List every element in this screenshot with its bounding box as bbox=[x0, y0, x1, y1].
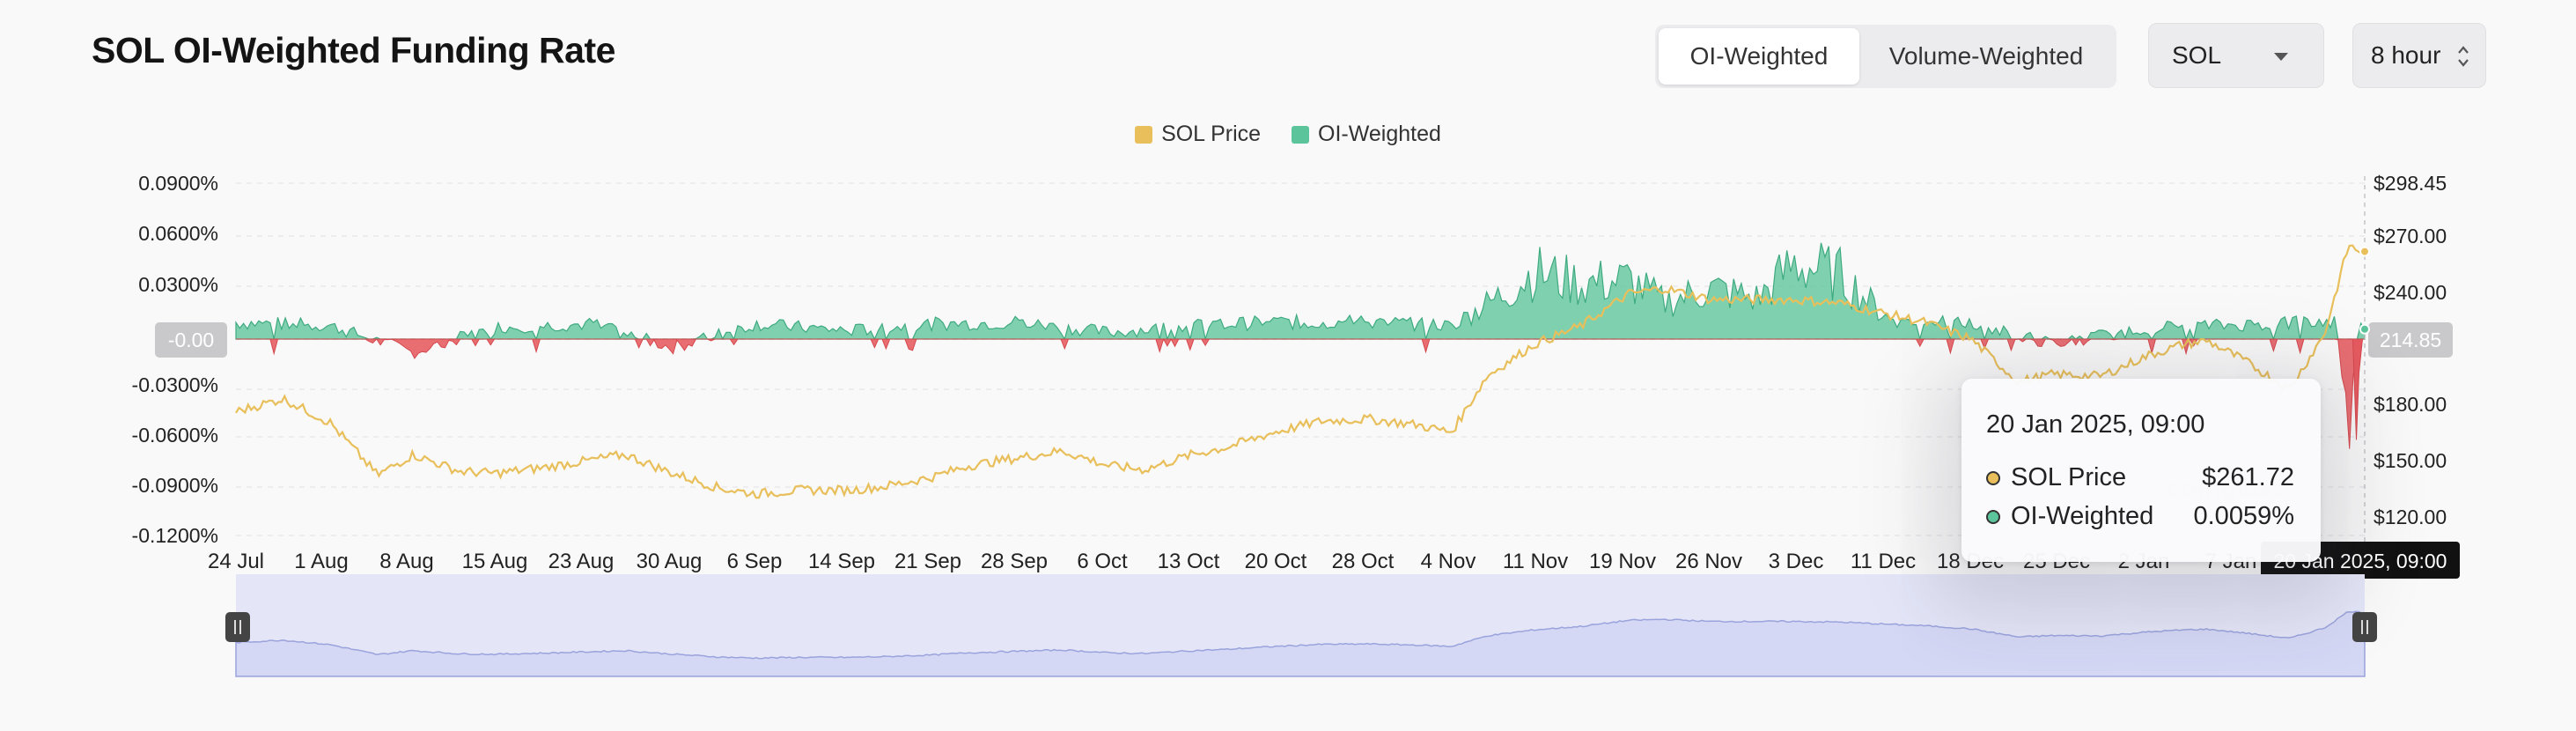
tab-volume-weighted[interactable]: Volume-Weighted bbox=[1888, 42, 2084, 70]
x-axis-tick-label: 21 Sep bbox=[894, 550, 961, 573]
asset-select[interactable]: SOL bbox=[2148, 23, 2324, 88]
sol-price-hover-point bbox=[2359, 246, 2370, 257]
asset-select-value: SOL bbox=[2172, 41, 2222, 69]
x-axis-tick-label: 13 Oct bbox=[1158, 550, 1220, 573]
x-axis-tick-label: 1 Aug bbox=[294, 550, 348, 573]
legend-label-oi-weighted: OI-Weighted bbox=[1318, 122, 1441, 146]
chart-tooltip: 20 Jan 2025, 09:00 SOL Price $261.72 OI-… bbox=[1961, 379, 2321, 562]
y-axis-tick-label: 0.0600% bbox=[138, 222, 218, 245]
x-axis-tick-label: 15 Aug bbox=[462, 550, 528, 573]
x-axis-tick-label: 6 Oct bbox=[1077, 550, 1128, 573]
navigator-handle-right-grip[interactable] bbox=[2352, 612, 2377, 642]
x-axis-tick-label: 3 Dec bbox=[1769, 550, 1824, 573]
legend-swatch-sol-price bbox=[1135, 125, 1153, 144]
y-axis-tick-label: -0.0300% bbox=[132, 373, 218, 396]
tooltip-row-value: $261.72 bbox=[2202, 463, 2294, 491]
oi-weighted-spike bbox=[2352, 338, 2364, 440]
chart-legend: SOL Price OI-Weighted bbox=[0, 122, 2576, 150]
x-axis-tick-label: 23 Aug bbox=[548, 550, 615, 573]
y-axis-tick-label: -0.1200% bbox=[132, 524, 218, 547]
x-axis-tick-label: 6 Sep bbox=[727, 550, 783, 573]
y-axis-tick-label: -0.0900% bbox=[132, 474, 218, 497]
y2-axis-tick-label: $150.00 bbox=[2374, 449, 2447, 472]
y-axis-tick-label: 0.0300% bbox=[138, 273, 218, 296]
x-axis-tick-label: 28 Oct bbox=[1332, 550, 1395, 573]
x-axis-tick-label: 11 Dec bbox=[1851, 550, 1916, 573]
weighting-toggle: OI-Weighted Volume-Weighted bbox=[1655, 25, 2116, 88]
x-axis-tick-label: 20 Oct bbox=[1245, 550, 1307, 573]
sol-price-line bbox=[235, 244, 2366, 499]
y-axis-tick-label: -0.0600% bbox=[132, 424, 218, 447]
x-axis-tick-label: 30 Aug bbox=[637, 550, 703, 573]
legend-item-oi-weighted[interactable]: OI-Weighted bbox=[1292, 122, 1441, 147]
y2-axis-tick-label: $298.45 bbox=[2374, 172, 2447, 195]
x-axis-tick-label: 8 Aug bbox=[379, 550, 433, 573]
tab-oi-weighted[interactable]: OI-Weighted bbox=[1659, 28, 1859, 85]
tooltip-row-name: OI-Weighted bbox=[2011, 502, 2154, 530]
legend-label-sol-price: SOL Price bbox=[1161, 122, 1262, 146]
tooltip-row-name: SOL Price bbox=[2011, 463, 2127, 491]
x-axis-tick-label: 24 Jul bbox=[208, 550, 264, 573]
tooltip-row-sol-price: SOL Price $261.72 bbox=[1986, 463, 2294, 495]
interval-select-value: 8 hour bbox=[2371, 41, 2441, 69]
y-axis-zero-badge bbox=[155, 322, 227, 358]
interval-select[interactable]: 8 hour bbox=[2352, 23, 2486, 88]
y2-axis-tick-label: $270.00 bbox=[2374, 225, 2447, 247]
page-title: SOL OI-Weighted Funding Rate bbox=[92, 30, 615, 70]
tooltip-date: 20 Jan 2025, 09:00 bbox=[1986, 410, 2205, 439]
oi-weighted-hover-point bbox=[2359, 323, 2370, 335]
navigator-handle-left-grip[interactable] bbox=[225, 612, 250, 642]
y2-axis-tick-label: $180.00 bbox=[2374, 393, 2447, 416]
legend-item-sol-price[interactable]: SOL Price bbox=[1135, 122, 1261, 147]
oi-weighted-area-negative bbox=[236, 337, 2365, 449]
x-axis-tick-label: 19 Nov bbox=[1589, 550, 1656, 573]
oi-weighted-dot-icon bbox=[1986, 510, 2000, 524]
legend-swatch-oi-weighted bbox=[1292, 125, 1310, 144]
y2-axis-tick-label: 214.85 bbox=[2380, 329, 2441, 351]
tooltip-row-value: 0.0059% bbox=[2193, 502, 2295, 530]
tooltip-row-oi-weighted: OI-Weighted 0.0059% bbox=[1986, 502, 2294, 534]
x-axis-tick-label: 14 Sep bbox=[808, 550, 875, 573]
oi-weighted-area-positive bbox=[235, 242, 2366, 342]
chevron-down-icon bbox=[2274, 53, 2288, 61]
y2-axis-tick-label: $240.00 bbox=[2374, 281, 2447, 304]
x-axis-tick-label: 28 Sep bbox=[981, 550, 1048, 573]
x-axis-tick-label: 4 Nov bbox=[1421, 550, 1476, 573]
navigator-series bbox=[235, 610, 2366, 677]
x-axis-tick-label: 11 Nov bbox=[1503, 550, 1568, 573]
sol-price-dot-icon bbox=[1986, 471, 2000, 485]
navigator-handle-left[interactable] bbox=[225, 612, 250, 642]
y-axis-tick-label: 0.0900% bbox=[138, 172, 218, 195]
y-axis-tick-label: -0.00 bbox=[168, 329, 214, 351]
y2-axis-value-badge bbox=[2368, 322, 2453, 358]
up-down-chevron-icon bbox=[2458, 46, 2469, 67]
x-axis-tick-label: 26 Nov bbox=[1675, 550, 1742, 573]
navigator-handle-right[interactable] bbox=[2352, 612, 2377, 642]
y2-axis-tick-label: $120.00 bbox=[2374, 506, 2447, 528]
